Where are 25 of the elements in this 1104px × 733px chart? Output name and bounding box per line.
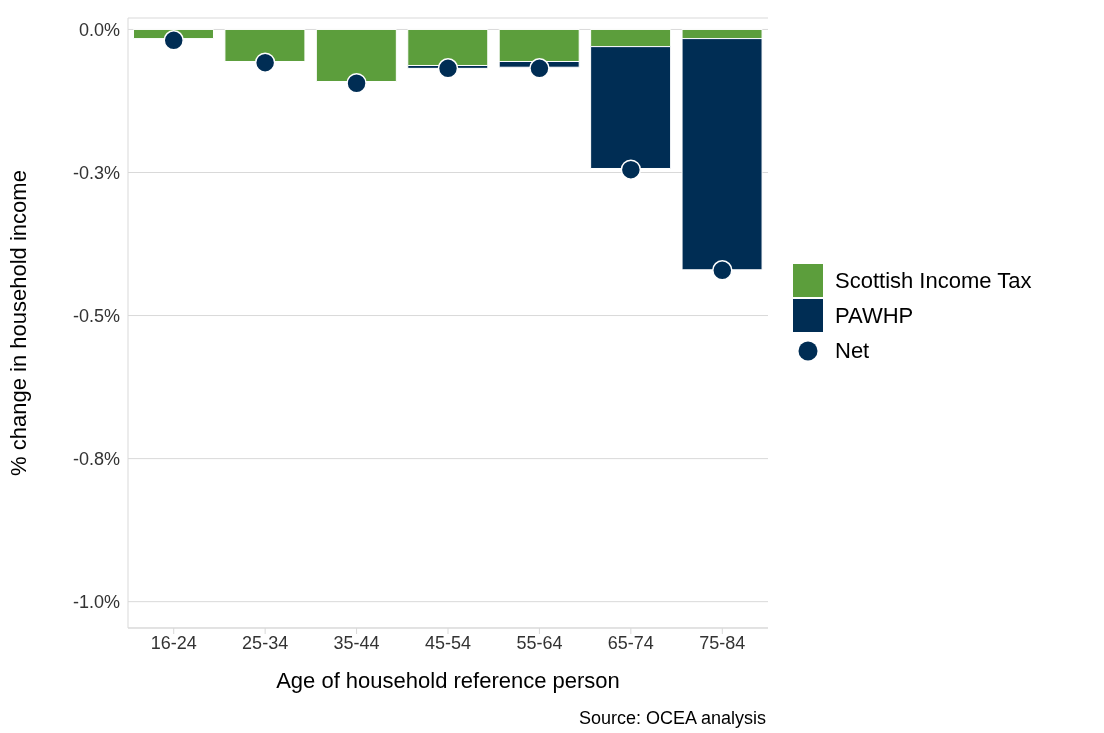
- legend-label: PAWHP: [835, 302, 914, 329]
- x-tick-label: 35-44: [333, 632, 380, 653]
- x-tick-label: 65-74: [607, 632, 654, 653]
- legend-label: Net: [835, 337, 870, 364]
- point: [254, 52, 276, 73]
- point: [346, 72, 367, 94]
- y-tick-label: -1.0%: [72, 592, 120, 613]
- x-tick-label: 55-64: [516, 632, 563, 653]
- point: [437, 58, 459, 79]
- x-tick-label: 25-34: [242, 632, 289, 653]
- y-tick-label: -0.5%: [72, 305, 120, 326]
- point: [529, 58, 550, 79]
- legend-label: Scottish Income Tax: [835, 267, 1032, 294]
- y-tick-label: -0.3%: [72, 162, 120, 183]
- y-axis-title: % change in household income: [5, 170, 31, 476]
- x-tick-label: 16-24: [150, 632, 197, 653]
- point: [620, 159, 642, 180]
- x-tick-label: 75-84: [699, 632, 746, 653]
- y-tick-label: 0.0%: [78, 19, 120, 40]
- x-tick-label: 45-54: [424, 632, 472, 653]
- y-tick-label: -0.8%: [72, 449, 120, 470]
- point: [712, 260, 733, 281]
- point: [163, 30, 184, 51]
- source-note: Source: OCEA analysis: [578, 708, 766, 729]
- x-axis-title: Age of household reference person: [276, 668, 620, 693]
